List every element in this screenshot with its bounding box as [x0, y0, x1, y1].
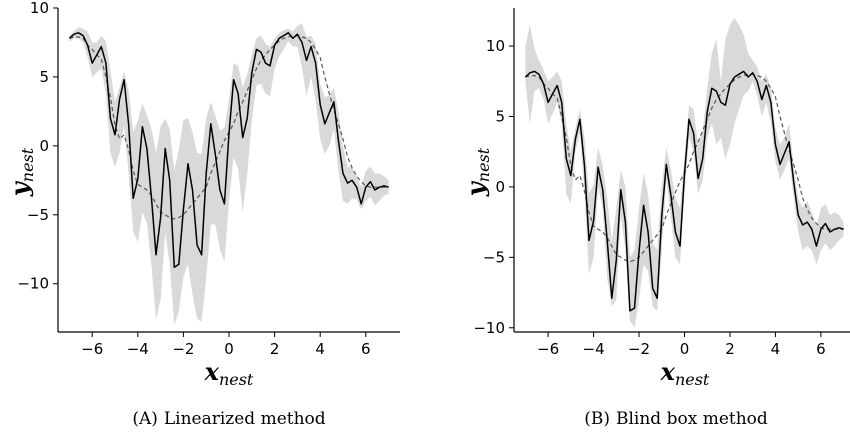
panel-a-x-tick-label: 4: [315, 340, 325, 358]
panel-a-y-tick-label: −10: [17, 275, 49, 293]
panel-a-x-tick-label: 2: [270, 340, 280, 358]
panel-a-axes: −6 −4 −2 0 2 4 6 −10 −5 0 5 10: [17, 0, 400, 358]
panel-b-caption: (B) Blind box method: [584, 409, 768, 429]
panel-b-y-tick-label: 10: [486, 37, 505, 55]
panel-a-caption-text: Linearized method: [164, 409, 326, 429]
panel-a-ylabel-sub: nest: [18, 147, 37, 182]
panel-a-caption-label: (A): [132, 409, 158, 429]
panel-a-x-tick-label: 0: [224, 340, 234, 358]
panel-a-x-tick-label: −2: [172, 340, 194, 358]
panel-a-ylabel: ynest: [5, 147, 37, 197]
panel-b-y-tick-label: −5: [483, 248, 505, 266]
panel-b-y-tick-label: 0: [495, 178, 505, 196]
panel-b-x-tick-label: −2: [628, 340, 650, 358]
panel-a-plot: [68, 23, 389, 326]
panel-a-xlabel-var: x: [204, 357, 220, 386]
panel-b-ylabel: ynest: [461, 147, 493, 197]
panel-b-axes: −6 −4 −2 0 2 4 6 −10 −5 0 5 10: [473, 8, 850, 358]
panel-a-x-tick-label: −4: [127, 340, 149, 358]
panel-b-x-tick-label: 2: [725, 340, 735, 358]
panel-a-caption: (A) Linearized method: [132, 409, 325, 429]
panel-b-plot: [524, 17, 844, 328]
panel-a-y-tick-label: 0: [39, 137, 49, 155]
panel-b-y-tick-label: 5: [495, 107, 505, 125]
panel-a-y-tick-label: −5: [27, 206, 49, 224]
panel-b-mean-line: [524, 70, 844, 312]
panel-b-caption-label: (B): [584, 409, 610, 429]
panel-b-ylabel-var: y: [461, 180, 490, 197]
panel-b-x-tick-label: 0: [680, 340, 690, 358]
panel-b-y-tick-label: −10: [473, 319, 505, 337]
panel-a-xlabel-sub: nest: [219, 370, 254, 389]
panel-a-uncertainty-band: [69, 23, 389, 326]
panel-a-y-tick-label: 10: [30, 0, 49, 17]
panel-b-xlabel-sub: nest: [675, 370, 710, 389]
panel-b-xlabel-var: x: [660, 357, 676, 386]
panel-b-xlabel: xnest: [660, 357, 710, 389]
panel-a-y-tick-label: 5: [39, 68, 49, 86]
panel-a-x-tick-label: −6: [81, 340, 103, 358]
panel-a-x-tick-label: 6: [361, 340, 371, 358]
panel-b-ylabel-sub: nest: [474, 147, 493, 182]
panel-a-xlabel: xnest: [204, 357, 254, 389]
panel-b-x-tick-label: 6: [816, 340, 826, 358]
panel-b-x-tick-label: 4: [771, 340, 781, 358]
panel-b-caption-text: Blind box method: [616, 409, 768, 429]
panel-b-x-tick-label: −6: [537, 340, 559, 358]
panel-a-mean-line: [68, 32, 389, 268]
panel-a-ylabel-var: y: [5, 180, 34, 197]
panel-b-x-tick-label: −4: [583, 340, 605, 358]
